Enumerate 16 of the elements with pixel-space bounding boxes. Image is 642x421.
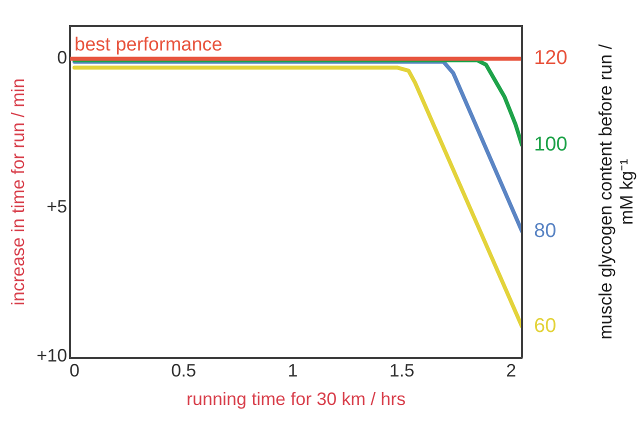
y-tick-label: +10: [36, 345, 68, 366]
y-axis-title: increase in time for run / min: [8, 78, 28, 306]
x-tick-label: 0: [69, 360, 80, 381]
x-tick-label: 2: [506, 360, 516, 381]
x-axis-title: running time for 30 km / hrs: [186, 389, 406, 410]
series-label: 80: [534, 220, 556, 242]
y-tick-label: 0: [57, 48, 68, 68]
x-tick-label: 0.5: [171, 360, 196, 381]
x-tick-label: 1.5: [389, 360, 414, 381]
series-label: 60: [534, 315, 556, 338]
annotation: best performance: [74, 34, 222, 56]
series-label: 120: [534, 47, 568, 70]
series-label: 100: [534, 134, 568, 156]
y-tick-label: +5: [46, 196, 68, 216]
x-tick-label: 1: [288, 360, 298, 381]
y2-axis-title: muscle glycogen content before run / mM kg⁻¹: [595, 44, 636, 340]
